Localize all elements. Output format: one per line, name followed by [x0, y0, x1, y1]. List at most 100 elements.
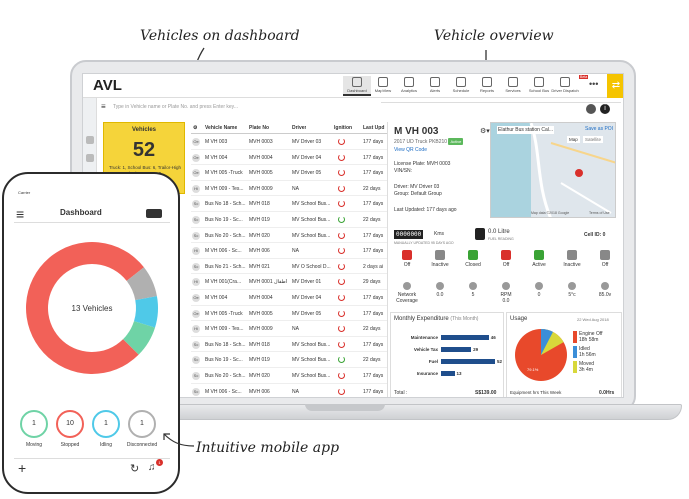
sensor-value: 5°c [568, 292, 576, 298]
license-plate: License Plate: MVH 0003 [394, 161, 451, 167]
nav-driver-dispatch[interactable]: Driver Dispatch [551, 76, 579, 96]
ignition-icon [338, 294, 345, 301]
table-row[interactable]: Sc Bus No 20 - Sch... MVH 020 MV School Bus… [191, 228, 387, 244]
nav-reports[interactable]: Reports [473, 76, 501, 96]
legend-time: 3h 4m [579, 367, 593, 373]
donut-slice-idling[interactable] [134, 296, 158, 328]
save-poi-link[interactable]: Save as POI [585, 126, 614, 132]
table-row[interactable]: Oe M VH 004 MVH 0004 MV Driver 04 177 days [191, 290, 387, 306]
settings-icon[interactable]: ⚙ [193, 125, 198, 131]
donut-slice-moving[interactable] [123, 321, 156, 355]
car-icon[interactable] [146, 209, 162, 218]
table-row[interactable]: Sc Bus No 18 - Sch... MVH 018 MV School Bus… [191, 337, 387, 353]
last-updated: Last Updated: 177 days ago [394, 207, 457, 213]
vehicle-name: M VH 006 - Sc... [205, 388, 242, 395]
sensor-reading: 0 [524, 282, 554, 298]
table-row[interactable]: Oe M VH 005 -Truck MVH 0005 MV Driver 05 177… [191, 165, 387, 181]
col-ignition[interactable]: Ignition [334, 125, 353, 131]
overview-settings-icon[interactable]: ⚙▾ [480, 128, 490, 135]
usage-pie: 79.1% [515, 328, 567, 381]
expand-icon[interactable]: ⇄ [607, 74, 623, 98]
plate-no: MVH 019 [249, 217, 270, 223]
ignition-icon [338, 278, 345, 286]
legend-time: 18h 58m [579, 337, 599, 343]
table-row[interactable]: Hi M VH 006 - Sc... MVH 006 NA 177 days [191, 243, 387, 259]
nav-analytics[interactable]: Analytics [395, 76, 423, 96]
stat-circle-stopped[interactable]: 10 [56, 410, 84, 438]
status-indicator: Active [524, 250, 554, 268]
vehicle-avatar: Hi [192, 278, 200, 287]
plate-no: MVH 006 [249, 248, 270, 255]
nav-services[interactable]: Services [499, 76, 527, 96]
stat-circle-idling[interactable]: 1 [92, 410, 120, 438]
satellite-tab[interactable]: Satellite [583, 136, 604, 143]
table-row[interactable]: Oe M VH 003 MVH 0003 MV Driver 03 177 days [191, 134, 387, 150]
usage-panel: Usage 22 Wed Aug 2018 79.1% Engine Off 18… [506, 312, 622, 397]
hamburger-icon[interactable]: ≡ [16, 206, 25, 222]
truck-icon[interactable] [86, 136, 94, 144]
stat-circle-disconnected[interactable]: 1 [128, 410, 156, 438]
status-icon [534, 250, 544, 260]
mapview-icon [378, 77, 388, 87]
refresh-icon[interactable]: ↻ [130, 463, 140, 475]
stat-label: Idling [100, 442, 112, 448]
vehicle-name: M VH 003 [205, 139, 228, 145]
vehicle-name: Bus No 20 - Sch... [205, 232, 246, 239]
filter-icon[interactable]: ≡ [101, 102, 106, 111]
stat-circle-moving[interactable]: 1 [20, 410, 48, 438]
status-label: Closed [465, 262, 481, 268]
sensor-value: 0.0 [502, 298, 510, 304]
bell-icon[interactable]: ♫ [148, 462, 156, 473]
table-row[interactable]: Sc Bus No 18 - Sch... MVH 018 MV School Bus… [191, 196, 387, 212]
expense-bar [441, 335, 489, 340]
expense-value: 46 [490, 335, 496, 340]
legend-swatch [573, 331, 577, 343]
col-plate-no[interactable]: Plate No [249, 125, 270, 131]
map-terms[interactable]: Terms of Use [589, 211, 610, 215]
school-bus-icon [534, 77, 544, 87]
col-last-update[interactable]: Last Upd [363, 125, 385, 131]
table-row[interactable]: Hi M VH 009 - Tes... MVH 0009 NA 22 days [191, 321, 387, 337]
nav-mapview[interactable]: MapView [369, 76, 397, 96]
nav-label: Services [505, 88, 521, 93]
add-icon[interactable]: + [18, 460, 27, 476]
table-row[interactable]: Sc Bus No 21 - Sch... MVH 021 MV O School D… [191, 259, 387, 275]
driver-name: MV School Bus... [292, 217, 331, 223]
nav-schedule[interactable]: Schedule [447, 76, 475, 96]
car-icon[interactable] [86, 154, 94, 162]
table-row[interactable]: Oe M VH 005 -Truck MVH 0005 MV Driver 05 177… [191, 306, 387, 322]
odometer-unit: Kms [434, 231, 444, 237]
vehicle-name: M VH 001(Cra... [205, 279, 242, 286]
qr-link[interactable]: View QR Code [394, 147, 427, 153]
vehicle-avatar: Sc [192, 340, 200, 349]
table-row[interactable]: Sc Bus No 19 - Sc... MVH 019 MV School Bus.… [191, 212, 387, 228]
table-row[interactable]: Sc Bus No 19 - Sc... MVH 019 MV School Bus.… [191, 352, 387, 368]
services-icon [508, 77, 518, 87]
driver-name: MV O School D... [292, 263, 331, 270]
search-input[interactable]: Type in Vehicle name or Plate No. and pr… [113, 104, 238, 110]
donut-slice-disconnected[interactable] [126, 267, 157, 301]
status-label: Off [502, 262, 510, 268]
table-row[interactable]: Oe M VH 004 MVH 0004 MV Driver 04 177 days [191, 150, 387, 166]
map-tab[interactable]: Map [567, 136, 580, 143]
nav-alerts[interactable]: Alerts [421, 76, 449, 96]
table-row[interactable]: Hi M VH 009 - Tes... MVH 0009 NA 22 days [191, 181, 387, 197]
more-menu-button[interactable]: ••• [589, 79, 599, 89]
col-vehicle-name[interactable]: Vehicle Name [205, 125, 238, 131]
nav-school-bus[interactable]: School Bus [525, 76, 553, 96]
app-logo: AVL [93, 77, 122, 94]
table-row[interactable]: Sc Bus No 20 - Sch... MVH 020 MV School Bus… [191, 368, 387, 384]
table-row[interactable]: Sc M VH 006 - Sc... MVH 006 NA 177 days [191, 384, 387, 397]
ignition-icon [338, 247, 345, 255]
table-row[interactable]: Hi M VH 001(Cra... MVH 0001 أطفال MV Driver… [191, 274, 387, 290]
total-label: Total : [394, 390, 408, 396]
vehicle-name: Bus No 20 - Sch... [205, 373, 246, 379]
nav-dashboard[interactable]: Dashboard [343, 76, 371, 96]
user-icon[interactable] [586, 104, 596, 114]
plate-no: MVH 021 [249, 263, 270, 270]
col-driver[interactable]: Driver [292, 125, 307, 131]
donut-slice-stopped[interactable] [26, 242, 144, 374]
stat-label: Stopped [60, 442, 80, 448]
info-icon[interactable]: i [600, 104, 610, 114]
location-map[interactable]: Elathur Bus station Cal... Save as POI M… [490, 122, 616, 218]
